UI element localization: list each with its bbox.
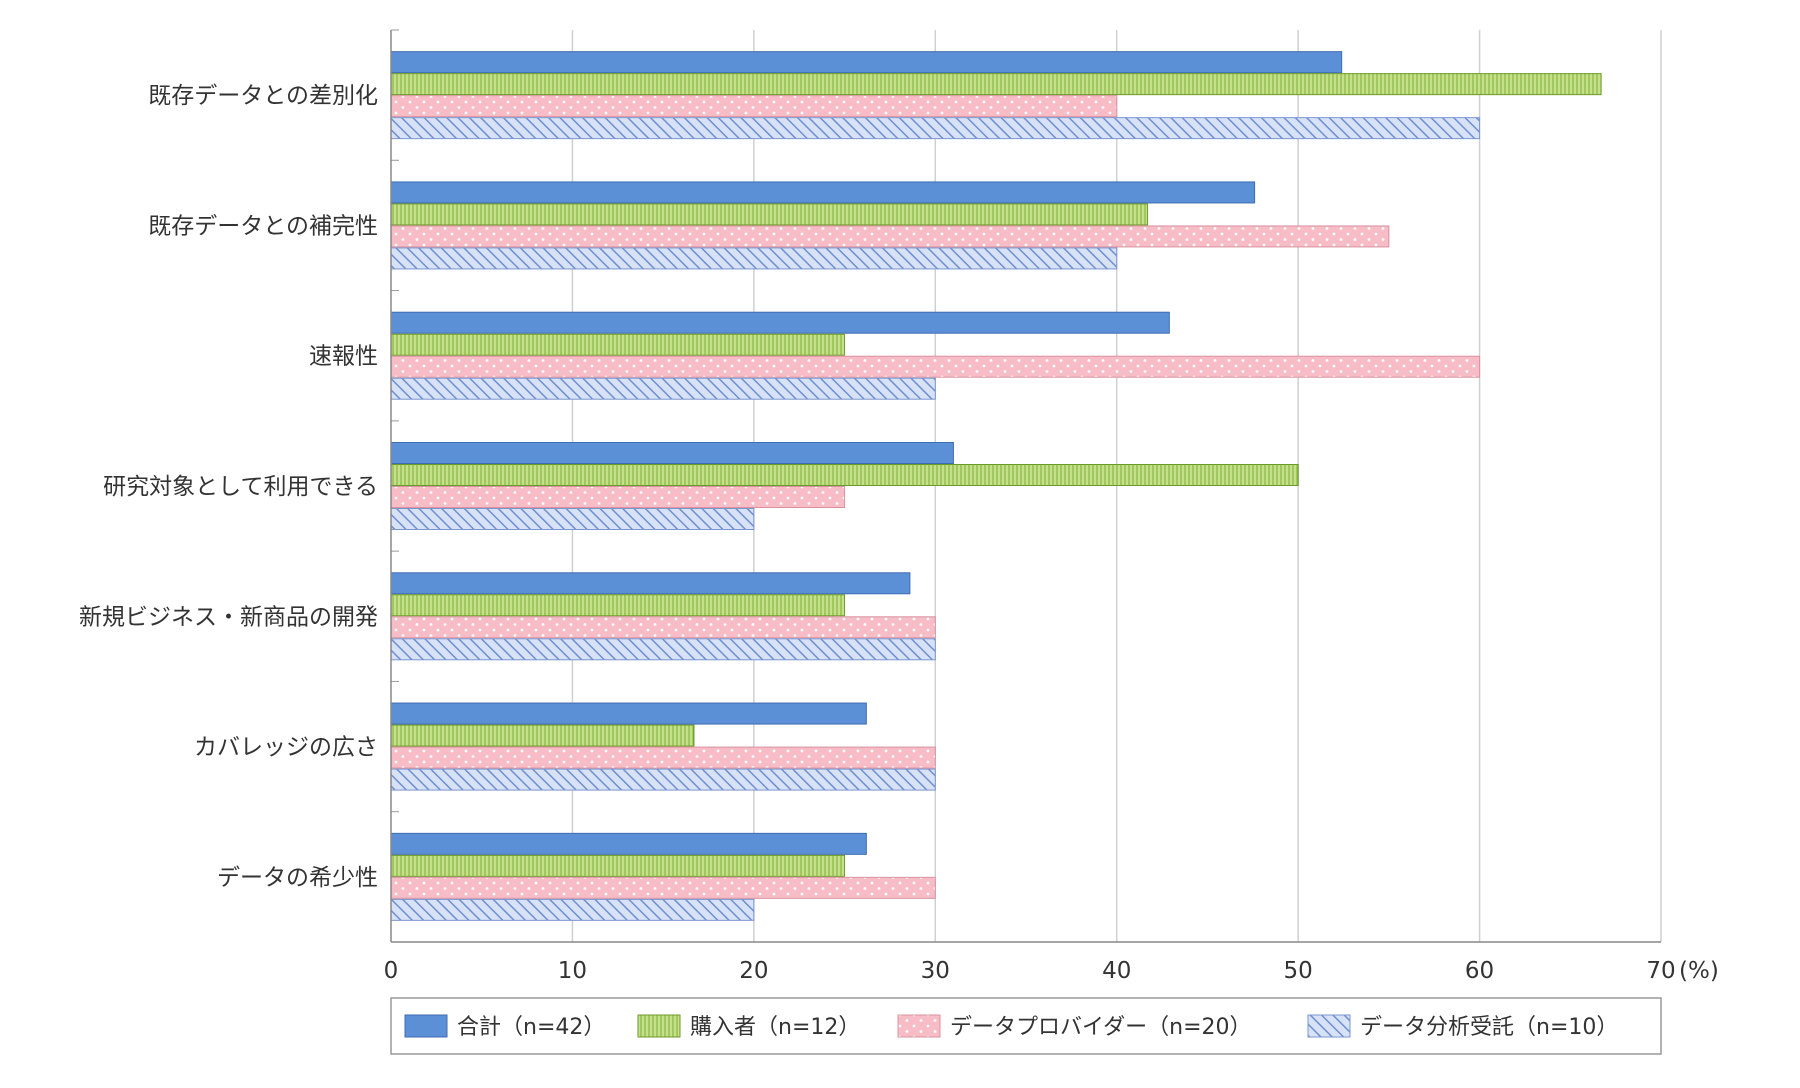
legend-label: 購入者（n=12） [690, 1015, 860, 1040]
category-label: 新規ビジネス・新商品の開発 [79, 604, 378, 630]
bar [390, 333, 846, 356]
bar [390, 225, 1390, 248]
legend-label: 合計（n=42） [457, 1015, 605, 1040]
category-label: 既存データとの補完性 [148, 213, 378, 239]
legend-swatch [637, 1014, 681, 1038]
bar [390, 464, 1299, 486]
x-tick-label: 60 [1465, 958, 1494, 984]
bar [390, 594, 846, 617]
category-label: データの希少性 [217, 865, 378, 891]
bar [390, 311, 1170, 334]
bar [390, 203, 1149, 226]
legend-swatch [897, 1014, 941, 1038]
category-label: 速報性 [309, 344, 378, 370]
bar [390, 854, 846, 877]
bar [390, 486, 846, 508]
bar [390, 638, 936, 661]
bar [390, 832, 867, 855]
bar [390, 508, 755, 530]
legend-swatch [1307, 1014, 1351, 1038]
bar [390, 117, 1481, 140]
bar [390, 724, 695, 747]
legend-swatch [404, 1014, 448, 1038]
bar [390, 95, 1118, 118]
legend-label: データ分析受託（n=10） [1360, 1015, 1618, 1040]
bar [390, 898, 755, 921]
bar [390, 181, 1256, 204]
legend-box [390, 997, 1662, 1055]
bar [390, 247, 1118, 270]
x-tick-label: 40 [1102, 958, 1131, 984]
x-tick-label: 0 [384, 958, 399, 984]
x-tick-label: 50 [1284, 958, 1313, 984]
x-tick-label: 20 [739, 958, 768, 984]
x-tick-label: 10 [558, 958, 587, 984]
bar [390, 73, 1602, 96]
category-label: カバレッジの広さ [194, 735, 378, 761]
bar [390, 702, 867, 725]
bar [390, 876, 936, 899]
category-label: 既存データとの差別化 [148, 83, 378, 109]
bar [390, 768, 936, 791]
category-label: 研究対象として利用できる [103, 474, 378, 500]
legend-label: データプロバイダー（n=20） [950, 1015, 1252, 1040]
bar [390, 355, 1481, 378]
x-tick-label: 70 [1646, 958, 1675, 984]
bar [390, 746, 936, 769]
x-unit-label: (%) [1679, 958, 1719, 984]
bar [390, 572, 911, 595]
x-tick-label: 30 [921, 958, 950, 984]
bar [390, 377, 936, 400]
bar [390, 442, 954, 464]
bar [390, 51, 1343, 74]
bar [390, 616, 936, 639]
